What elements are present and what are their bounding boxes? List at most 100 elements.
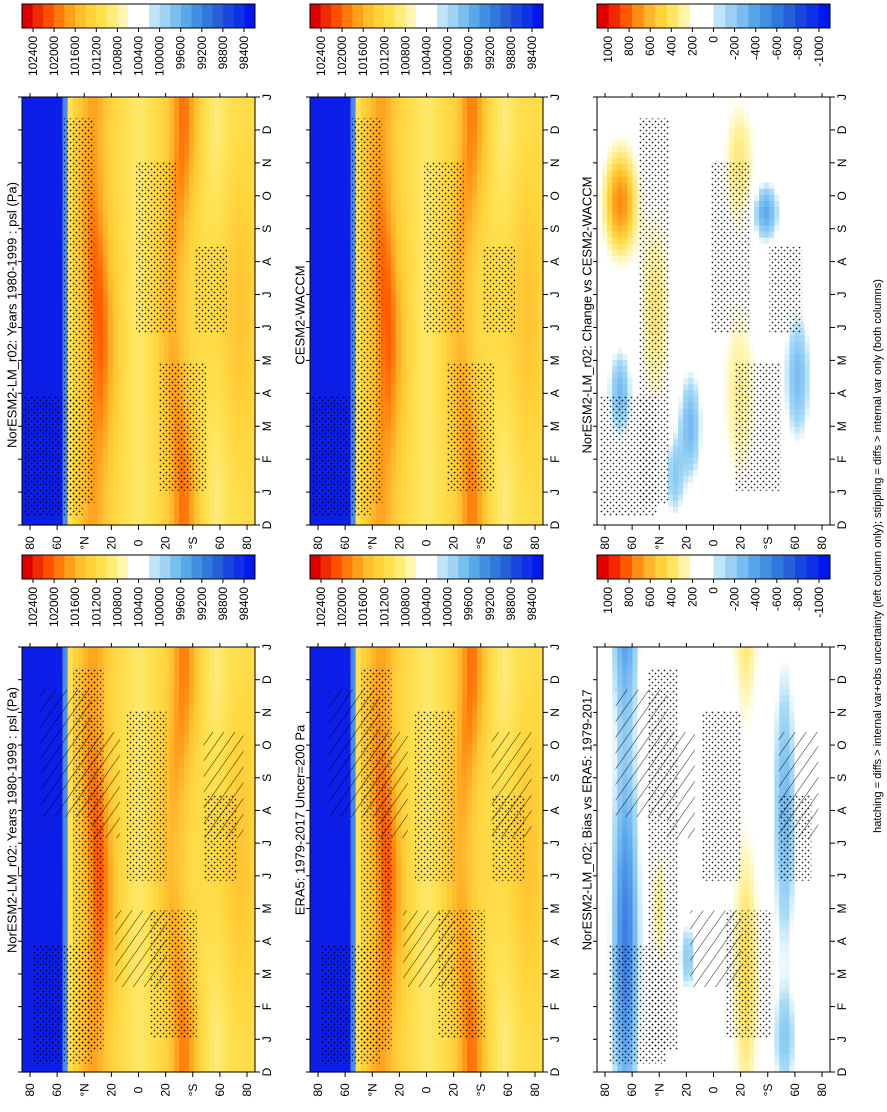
heatmap-cell bbox=[42, 231, 48, 239]
heatmap-cell bbox=[239, 653, 246, 660]
heatmap-cell bbox=[249, 1029, 256, 1037]
heatmap-cell bbox=[179, 798, 185, 806]
heatmap-cell bbox=[22, 1029, 28, 1037]
heatmap-cell bbox=[219, 999, 226, 1006]
heatmap-cell bbox=[27, 962, 33, 970]
heatmap-cell bbox=[194, 225, 200, 233]
heatmap-cell bbox=[27, 243, 33, 251]
heatmap-cell bbox=[123, 158, 129, 165]
heatmap-cell bbox=[244, 194, 251, 202]
heatmap-cell bbox=[153, 109, 160, 116]
heatmap-cell bbox=[163, 829, 170, 836]
heatmap-cell bbox=[32, 683, 38, 691]
heatmap-cell bbox=[42, 889, 48, 897]
heatmap-cell bbox=[234, 993, 241, 1000]
heatmap-cell bbox=[27, 647, 33, 654]
heatmap-cell bbox=[67, 847, 74, 855]
heatmap-cell bbox=[92, 311, 99, 318]
heatmap-cell bbox=[168, 695, 175, 703]
heatmap-cell bbox=[224, 237, 231, 245]
heatmap-cell bbox=[173, 115, 180, 123]
heatmap-cell bbox=[229, 1029, 236, 1037]
heatmap-cell bbox=[47, 145, 53, 153]
heatmap-cell bbox=[113, 987, 119, 994]
heatmap-cell bbox=[133, 1017, 140, 1025]
heatmap-cell bbox=[234, 1035, 241, 1043]
heatmap-cell bbox=[214, 194, 221, 202]
heatmap-cell bbox=[118, 262, 124, 269]
heatmap-cell bbox=[194, 647, 200, 654]
heatmap-cell bbox=[42, 152, 48, 159]
heatmap-cell bbox=[103, 725, 109, 733]
heatmap-cell bbox=[239, 158, 246, 165]
heatmap-cell bbox=[32, 237, 38, 245]
heatmap-cell bbox=[57, 176, 64, 184]
heatmap-cell bbox=[179, 1059, 185, 1067]
heatmap-cell bbox=[22, 707, 28, 715]
month-tick-label: M bbox=[260, 969, 274, 979]
heatmap-cell bbox=[118, 987, 124, 994]
heatmap-cell bbox=[229, 243, 236, 251]
heatmap-cell bbox=[173, 109, 180, 116]
month-tick-label: J bbox=[260, 1036, 274, 1042]
heatmap-cell bbox=[199, 962, 205, 970]
heatmap-cell bbox=[57, 677, 64, 685]
heatmap-cell bbox=[204, 1011, 211, 1018]
heatmap-cell bbox=[249, 835, 256, 842]
heatmap-cell bbox=[194, 659, 200, 666]
heatmap-cell bbox=[52, 133, 59, 141]
heatmap-cell bbox=[27, 798, 33, 806]
heatmap-cell bbox=[103, 999, 109, 1006]
heatmap-cell bbox=[204, 1017, 211, 1025]
heatmap-cell bbox=[173, 665, 180, 672]
heatmap-cell bbox=[204, 938, 211, 946]
heatmap-cell bbox=[52, 932, 59, 940]
heatmap-cell bbox=[27, 786, 33, 794]
heatmap-cell bbox=[199, 133, 205, 141]
heatmap-cell bbox=[118, 780, 124, 788]
heatmap-cell bbox=[204, 213, 211, 220]
heatmap-cell bbox=[239, 968, 246, 976]
heatmap-cell bbox=[244, 817, 251, 824]
heatmap-cell bbox=[27, 152, 33, 159]
heatmap-cell bbox=[249, 127, 256, 135]
heatmap-cell bbox=[42, 145, 48, 153]
heatmap-cell bbox=[163, 152, 170, 159]
heatmap-cell bbox=[108, 298, 114, 306]
heatmap-cell bbox=[168, 701, 175, 709]
heatmap-cell bbox=[224, 908, 231, 915]
heatmap-cell bbox=[209, 689, 216, 697]
heatmap-cell bbox=[37, 847, 43, 855]
heatmap-cell bbox=[179, 109, 185, 116]
heatmap-cell bbox=[113, 1023, 119, 1031]
heatmap-cell bbox=[184, 304, 190, 312]
heatmap-cell bbox=[92, 164, 99, 171]
heatmap-cell bbox=[113, 865, 119, 873]
heatmap-cell bbox=[62, 677, 69, 685]
heatmap-cell bbox=[47, 859, 53, 867]
heatmap-cell bbox=[118, 115, 124, 123]
heatmap-cell bbox=[214, 219, 221, 226]
heatmap-cell bbox=[62, 865, 69, 873]
heatmap-cell bbox=[133, 1065, 140, 1073]
heatmap-cell bbox=[163, 1065, 170, 1073]
heatmap-cell bbox=[128, 280, 135, 288]
heatmap-cell bbox=[229, 170, 236, 178]
heatmap-cell bbox=[173, 792, 180, 800]
heatmap-cell bbox=[113, 859, 119, 867]
heatmap-cell bbox=[22, 1023, 28, 1031]
heatmap-cell bbox=[173, 829, 180, 836]
heatmap-cell bbox=[32, 292, 38, 300]
heatmap-cell bbox=[27, 804, 33, 812]
heatmap-cell bbox=[47, 262, 53, 269]
heatmap-cell bbox=[204, 671, 211, 678]
heatmap-cell bbox=[22, 987, 28, 994]
heatmap-cell bbox=[123, 707, 129, 715]
heatmap-cell bbox=[113, 671, 119, 678]
heatmap-cell bbox=[97, 659, 104, 666]
heatmap-cell bbox=[219, 713, 226, 721]
heatmap-cell bbox=[108, 647, 114, 654]
heatmap-cell bbox=[219, 677, 226, 685]
heatmap-cell bbox=[224, 956, 231, 964]
heatmap-cell bbox=[123, 237, 129, 245]
